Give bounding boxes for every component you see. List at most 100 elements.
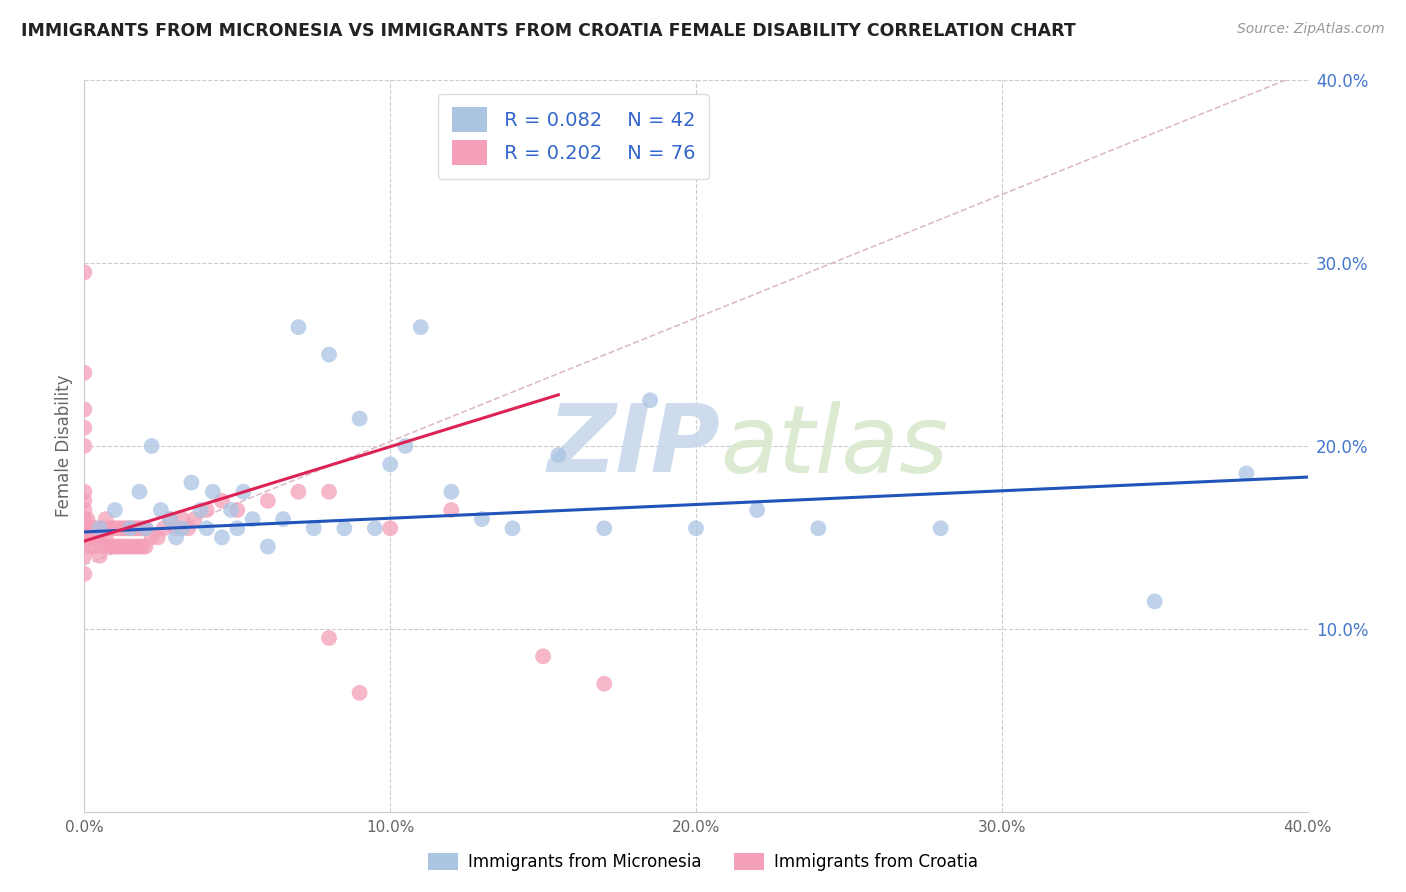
Point bbox=[318, 347, 340, 362]
Point bbox=[73, 530, 96, 544]
Point bbox=[302, 521, 325, 535]
Point bbox=[211, 530, 233, 544]
Point bbox=[165, 530, 187, 544]
Point bbox=[183, 512, 205, 526]
Point bbox=[89, 521, 111, 535]
Legend:  R = 0.082    N = 42,  R = 0.202    N = 76: R = 0.082 N = 42, R = 0.202 N = 76 bbox=[437, 94, 710, 178]
Text: atlas: atlas bbox=[720, 401, 949, 491]
Point bbox=[211, 494, 233, 508]
Point bbox=[232, 484, 254, 499]
Point bbox=[73, 567, 96, 582]
Point bbox=[79, 540, 101, 554]
Point bbox=[128, 540, 150, 554]
Point bbox=[349, 686, 371, 700]
Point bbox=[83, 540, 105, 554]
Point bbox=[101, 521, 124, 535]
Point bbox=[380, 521, 402, 535]
Point bbox=[86, 530, 108, 544]
Point bbox=[79, 530, 101, 544]
Point bbox=[172, 512, 194, 526]
Point bbox=[135, 521, 157, 535]
Point bbox=[120, 521, 142, 535]
Point bbox=[83, 521, 105, 535]
Point bbox=[201, 484, 224, 499]
Point bbox=[257, 494, 280, 508]
Point bbox=[638, 393, 661, 408]
Text: Source: ZipAtlas.com: Source: ZipAtlas.com bbox=[1237, 22, 1385, 37]
Point bbox=[110, 521, 132, 535]
Point bbox=[104, 503, 127, 517]
Point bbox=[94, 512, 117, 526]
Point bbox=[91, 540, 114, 554]
Point bbox=[89, 549, 111, 563]
Point bbox=[83, 530, 105, 544]
Point bbox=[73, 366, 96, 380]
Point bbox=[172, 521, 194, 535]
Point bbox=[195, 521, 218, 535]
Point bbox=[333, 521, 356, 535]
Point bbox=[122, 540, 145, 554]
Point bbox=[76, 512, 98, 526]
Point bbox=[125, 540, 148, 554]
Point bbox=[287, 484, 309, 499]
Point bbox=[177, 521, 200, 535]
Point bbox=[73, 512, 96, 526]
Point bbox=[257, 540, 280, 554]
Point bbox=[97, 540, 120, 554]
Point bbox=[593, 521, 616, 535]
Point bbox=[226, 521, 249, 535]
Point bbox=[115, 521, 138, 535]
Point bbox=[94, 530, 117, 544]
Point bbox=[73, 265, 96, 279]
Point bbox=[107, 521, 129, 535]
Point bbox=[685, 521, 707, 535]
Text: IMMIGRANTS FROM MICRONESIA VS IMMIGRANTS FROM CROATIA FEMALE DISABILITY CORRELAT: IMMIGRANTS FROM MICRONESIA VS IMMIGRANTS… bbox=[21, 22, 1076, 40]
Point bbox=[79, 521, 101, 535]
Point bbox=[471, 512, 494, 526]
Point bbox=[76, 530, 98, 544]
Point bbox=[153, 521, 176, 535]
Point bbox=[531, 649, 554, 664]
Point bbox=[128, 521, 150, 535]
Point bbox=[91, 521, 114, 535]
Point bbox=[141, 530, 163, 544]
Point bbox=[89, 530, 111, 544]
Point bbox=[318, 631, 340, 645]
Point bbox=[349, 411, 371, 425]
Point bbox=[149, 503, 172, 517]
Point bbox=[440, 484, 463, 499]
Point bbox=[131, 540, 153, 554]
Point bbox=[131, 521, 153, 535]
Point bbox=[502, 521, 524, 535]
Point bbox=[112, 521, 135, 535]
Point bbox=[73, 521, 96, 535]
Point bbox=[180, 475, 202, 490]
Point bbox=[73, 484, 96, 499]
Point bbox=[115, 540, 138, 554]
Point bbox=[929, 521, 952, 535]
Point bbox=[547, 448, 569, 462]
Point bbox=[165, 521, 187, 535]
Point bbox=[364, 521, 387, 535]
Point bbox=[110, 540, 132, 554]
Point bbox=[135, 540, 157, 554]
Point bbox=[86, 521, 108, 535]
Point bbox=[73, 549, 96, 563]
Point bbox=[394, 439, 416, 453]
Point bbox=[287, 320, 309, 334]
Point bbox=[146, 530, 169, 544]
Point bbox=[112, 540, 135, 554]
Point bbox=[807, 521, 830, 535]
Point bbox=[380, 457, 402, 471]
Point bbox=[318, 484, 340, 499]
Point bbox=[593, 676, 616, 690]
Point bbox=[1143, 594, 1166, 608]
Legend: Immigrants from Micronesia, Immigrants from Croatia: Immigrants from Micronesia, Immigrants f… bbox=[419, 845, 987, 880]
Point bbox=[125, 521, 148, 535]
Point bbox=[159, 512, 181, 526]
Point bbox=[120, 540, 142, 554]
Point bbox=[73, 421, 96, 435]
Point bbox=[409, 320, 432, 334]
Point bbox=[73, 503, 96, 517]
Y-axis label: Female Disability: Female Disability bbox=[55, 375, 73, 517]
